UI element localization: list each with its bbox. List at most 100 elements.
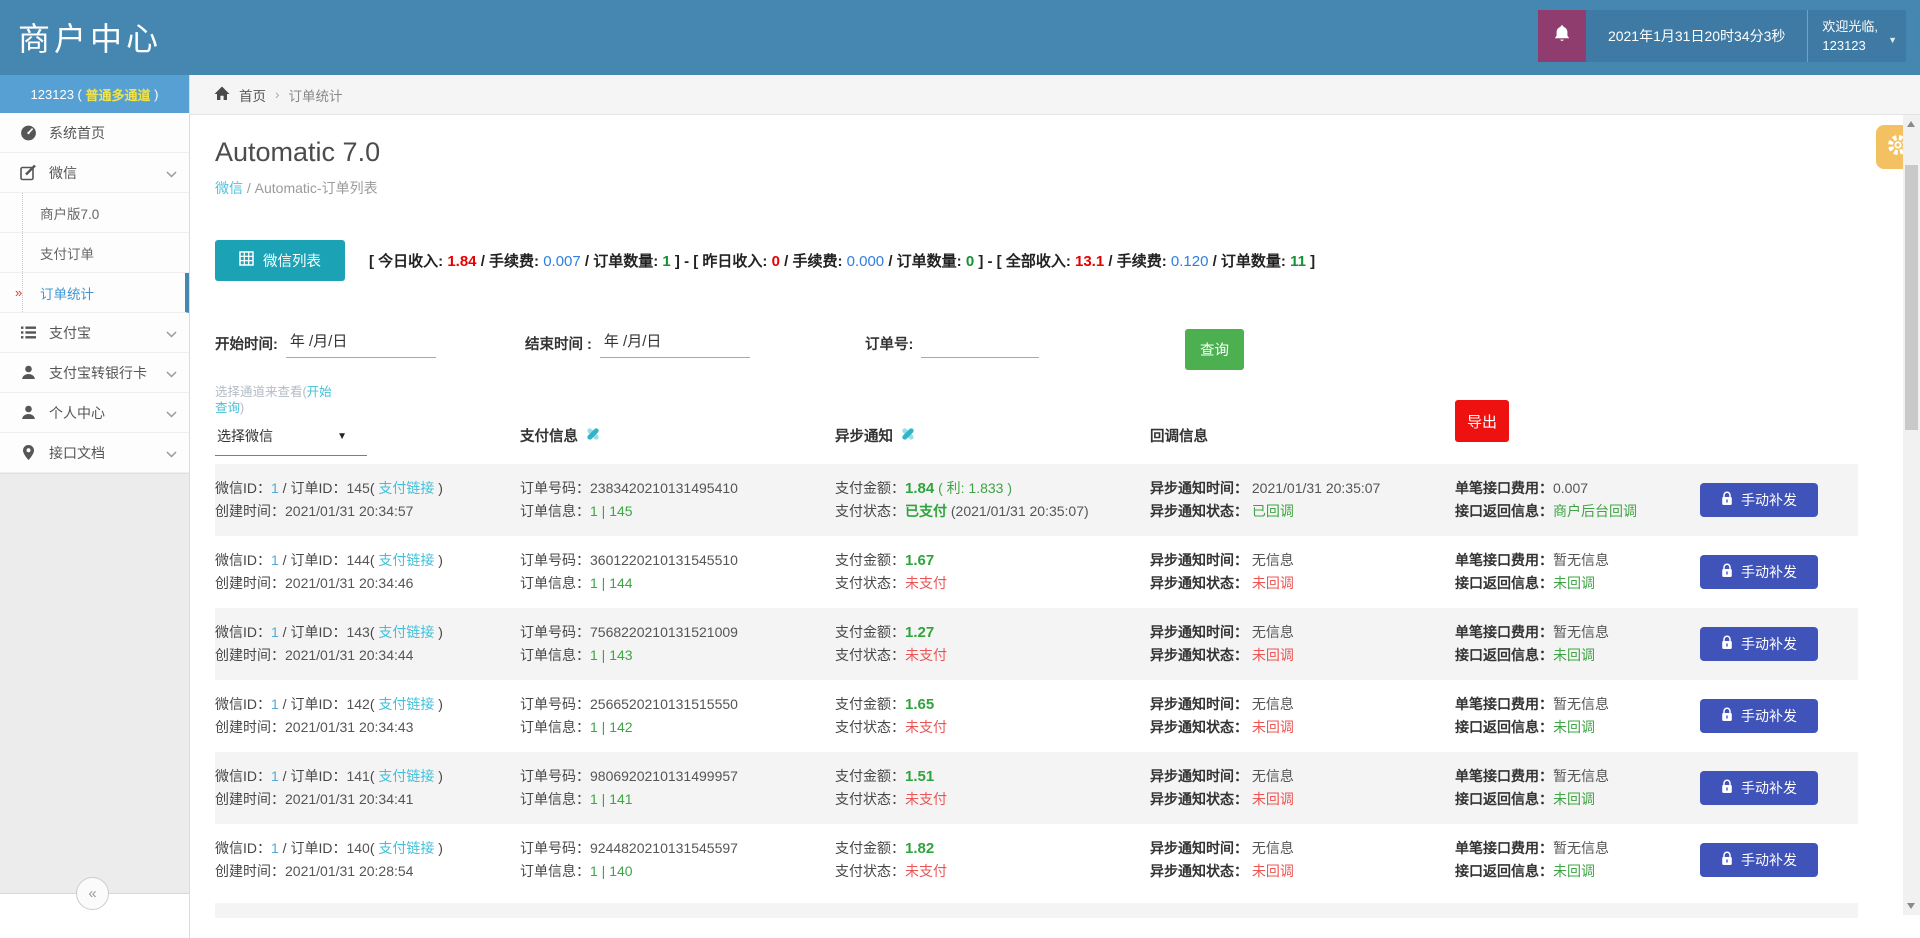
resend-button[interactable]: 手动补发 — [1700, 843, 1818, 877]
order-id: 145 — [346, 480, 370, 496]
callback-info: 商户后台回调 — [1553, 503, 1637, 519]
notify-time: 2021/01/31 20:35:07 — [1251, 480, 1381, 496]
wechat-id: 1 — [271, 624, 279, 640]
link-icon — [900, 426, 916, 446]
pay-link[interactable]: 支付链接 — [378, 624, 435, 640]
chevron-down-icon — [166, 365, 177, 381]
income-stats: [ 今日收入: 1.84 / 手续费: 0.007 / 订单数量: 1 ] - … — [369, 253, 1316, 270]
sidebar-item-wechat[interactable]: 微信 — [0, 153, 189, 193]
sidebar-item-pay-orders[interactable]: 支付订单 — [0, 233, 189, 273]
cell-payment: 支付金额：1.67 支付状态：未支付 — [835, 552, 947, 591]
resend-button[interactable]: 手动补发 — [1700, 699, 1818, 733]
account-type: 普通多通道 — [85, 87, 151, 103]
cell-notify: 异步通知时间： 无信息 异步通知状态： 未回调 — [1150, 624, 1294, 663]
cell-order-ids: 微信ID：1 / 订单ID：145( 支付链接 ) 创建时间：2021/01/3… — [215, 480, 443, 519]
home-icon[interactable] — [214, 86, 230, 104]
table-row: 微信ID：1 / 订单ID：140( 支付链接 ) 创建时间：2021/01/3… — [215, 824, 1858, 896]
pay-link[interactable]: 支付链接 — [378, 552, 435, 568]
resend-button[interactable]: 手动补发 — [1700, 483, 1818, 517]
cell-action: 手动补发 — [1700, 765, 1858, 811]
api-fee: 0.007 — [1553, 480, 1589, 496]
sidebar-item-order-stats[interactable]: » 订单统计 — [0, 273, 189, 313]
notify-status: 已回调 — [1251, 503, 1294, 519]
search-button[interactable]: 查询 — [1185, 329, 1244, 370]
table-row: 微信ID：1 / 订单ID：143( 支付链接 ) 创建时间：2021/01/3… — [215, 608, 1858, 680]
created-time: 2021/01/31 20:34:41 — [285, 791, 414, 807]
start-query-link[interactable]: 开始查询 — [215, 385, 332, 415]
channel-select[interactable]: 选择微信 ▼ — [215, 422, 367, 456]
sidebar-collapse-button[interactable]: « — [76, 877, 109, 910]
pay-link[interactable]: 支付链接 — [378, 480, 435, 496]
order-id: 140 — [346, 840, 370, 856]
resend-button[interactable]: 手动补发 — [1700, 627, 1818, 661]
chevron-down-icon — [166, 405, 177, 421]
breadcrumb-home[interactable]: 首页 — [239, 88, 266, 104]
list-icon — [20, 324, 37, 341]
breadcrumb-separator: › — [275, 87, 280, 102]
header-datetime: 2021年1月31日20时34分3秒 — [1585, 10, 1808, 62]
stats-row: 微信列表 [ 今日收入: 1.84 / 手续费: 0.007 / 订单数量: 1… — [215, 240, 1858, 281]
order-number: 9806920210131499957 — [590, 768, 738, 784]
notify-time: 无信息 — [1251, 696, 1294, 712]
created-time: 2021/01/31 20:34:43 — [285, 719, 414, 735]
order-number: 2383420210131495410 — [590, 480, 738, 496]
user-icon — [20, 364, 37, 381]
scroll-down-arrow[interactable] — [1907, 903, 1915, 909]
account-badge: 123123 ( 普通多通道 ) — [0, 75, 189, 113]
cell-order-no: 订单号码：9806920210131499957 订单信息：1 | 141 — [520, 768, 738, 807]
scrollbar-thumb[interactable] — [1905, 165, 1918, 430]
order-id: 141 — [346, 768, 370, 784]
welcome-text: 欢迎光临, — [1822, 19, 1878, 34]
sidebar-item-personal-center[interactable]: 个人中心 — [0, 393, 189, 433]
cell-fee: 单笔接口费用：暂无信息 接口返回信息：未回调 — [1455, 552, 1609, 591]
pay-link[interactable]: 支付链接 — [378, 768, 435, 784]
export-button[interactable]: 导出 — [1455, 400, 1509, 442]
resend-button[interactable]: 手动补发 — [1700, 555, 1818, 589]
grid-icon — [239, 251, 254, 270]
start-date-input[interactable] — [285, 329, 436, 358]
user-name: 123123 — [1822, 38, 1866, 53]
header-widgets: 2021年1月31日20时34分3秒 欢迎光临, 123123 ▼ — [1537, 10, 1906, 62]
lock-icon — [1721, 851, 1733, 869]
cell-order-ids: 微信ID：1 / 订单ID：140( 支付链接 ) 创建时间：2021/01/3… — [215, 840, 443, 879]
edit-icon — [20, 164, 37, 181]
sidebar-item-api-docs[interactable]: 接口文档 — [0, 433, 189, 473]
today-fee: 0.007 — [543, 253, 581, 270]
cell-notify: 异步通知时间： 无信息 异步通知状态： 未回调 — [1150, 552, 1294, 591]
notifications-button[interactable] — [1537, 10, 1586, 62]
chevron-down-icon — [166, 445, 177, 461]
wechat-list-button[interactable]: 微信列表 — [215, 240, 345, 281]
lock-icon — [1721, 779, 1733, 797]
order-info: 1 | 140 — [590, 863, 633, 879]
cell-payment: 支付金额：1.84 ( 利: 1.833 ) 支付状态：已支付 (2021/01… — [835, 480, 1089, 519]
notify-time: 无信息 — [1251, 624, 1294, 640]
yesterday-count: 0 — [965, 253, 975, 270]
user-menu[interactable]: 欢迎光临, 123123 ▼ — [1807, 10, 1906, 62]
pay-link[interactable]: 支付链接 — [378, 696, 435, 712]
sub-breadcrumb-link[interactable]: 微信 — [215, 180, 243, 196]
table-row: 微信ID：1 / 订单ID：145( 支付链接 ) 创建时间：2021/01/3… — [215, 464, 1858, 536]
end-time-label: 结束时间 : — [525, 337, 592, 353]
caret-down-icon: ▼ — [1888, 35, 1897, 45]
order-no-label: 订单号: — [865, 337, 914, 353]
cell-fee: 单笔接口费用：暂无信息 接口返回信息：未回调 — [1455, 624, 1609, 663]
user-icon — [20, 404, 37, 421]
cell-order-ids: 微信ID：1 / 订单ID：142( 支付链接 ) 创建时间：2021/01/3… — [215, 696, 443, 735]
resend-button[interactable]: 手动补发 — [1700, 771, 1818, 805]
channel-hint: 选择通道来查看(开始查询) — [215, 385, 332, 415]
order-number: 3601220210131545510 — [590, 552, 738, 568]
pay-amount: 1.84 — [905, 480, 935, 497]
table-header: 选择通道来查看(开始查询) 选择微信 ▼ 支付信息 异步通知 回调信息 导出 — [215, 384, 1858, 456]
order-no-input[interactable] — [921, 329, 1040, 358]
bell-icon — [1552, 24, 1572, 49]
scroll-up-arrow[interactable] — [1907, 121, 1915, 127]
sidebar-item-alipay[interactable]: 支付宝 — [0, 313, 189, 353]
sidebar-item-alipay-to-bank[interactable]: 支付宝转银行卡 — [0, 353, 189, 393]
api-fee: 暂无信息 — [1553, 696, 1609, 712]
sidebar-item-system-home[interactable]: 系统首页 — [0, 113, 189, 153]
end-date-input[interactable] — [599, 329, 750, 358]
sidebar-item-merchant-v7[interactable]: 商户版7.0 — [0, 193, 189, 233]
pay-link[interactable]: 支付链接 — [378, 840, 435, 856]
sub-breadcrumb-current: Automatic-订单列表 — [254, 180, 378, 196]
cell-order-ids: 微信ID：1 / 订单ID：141( 支付链接 ) 创建时间：2021/01/3… — [215, 768, 443, 807]
